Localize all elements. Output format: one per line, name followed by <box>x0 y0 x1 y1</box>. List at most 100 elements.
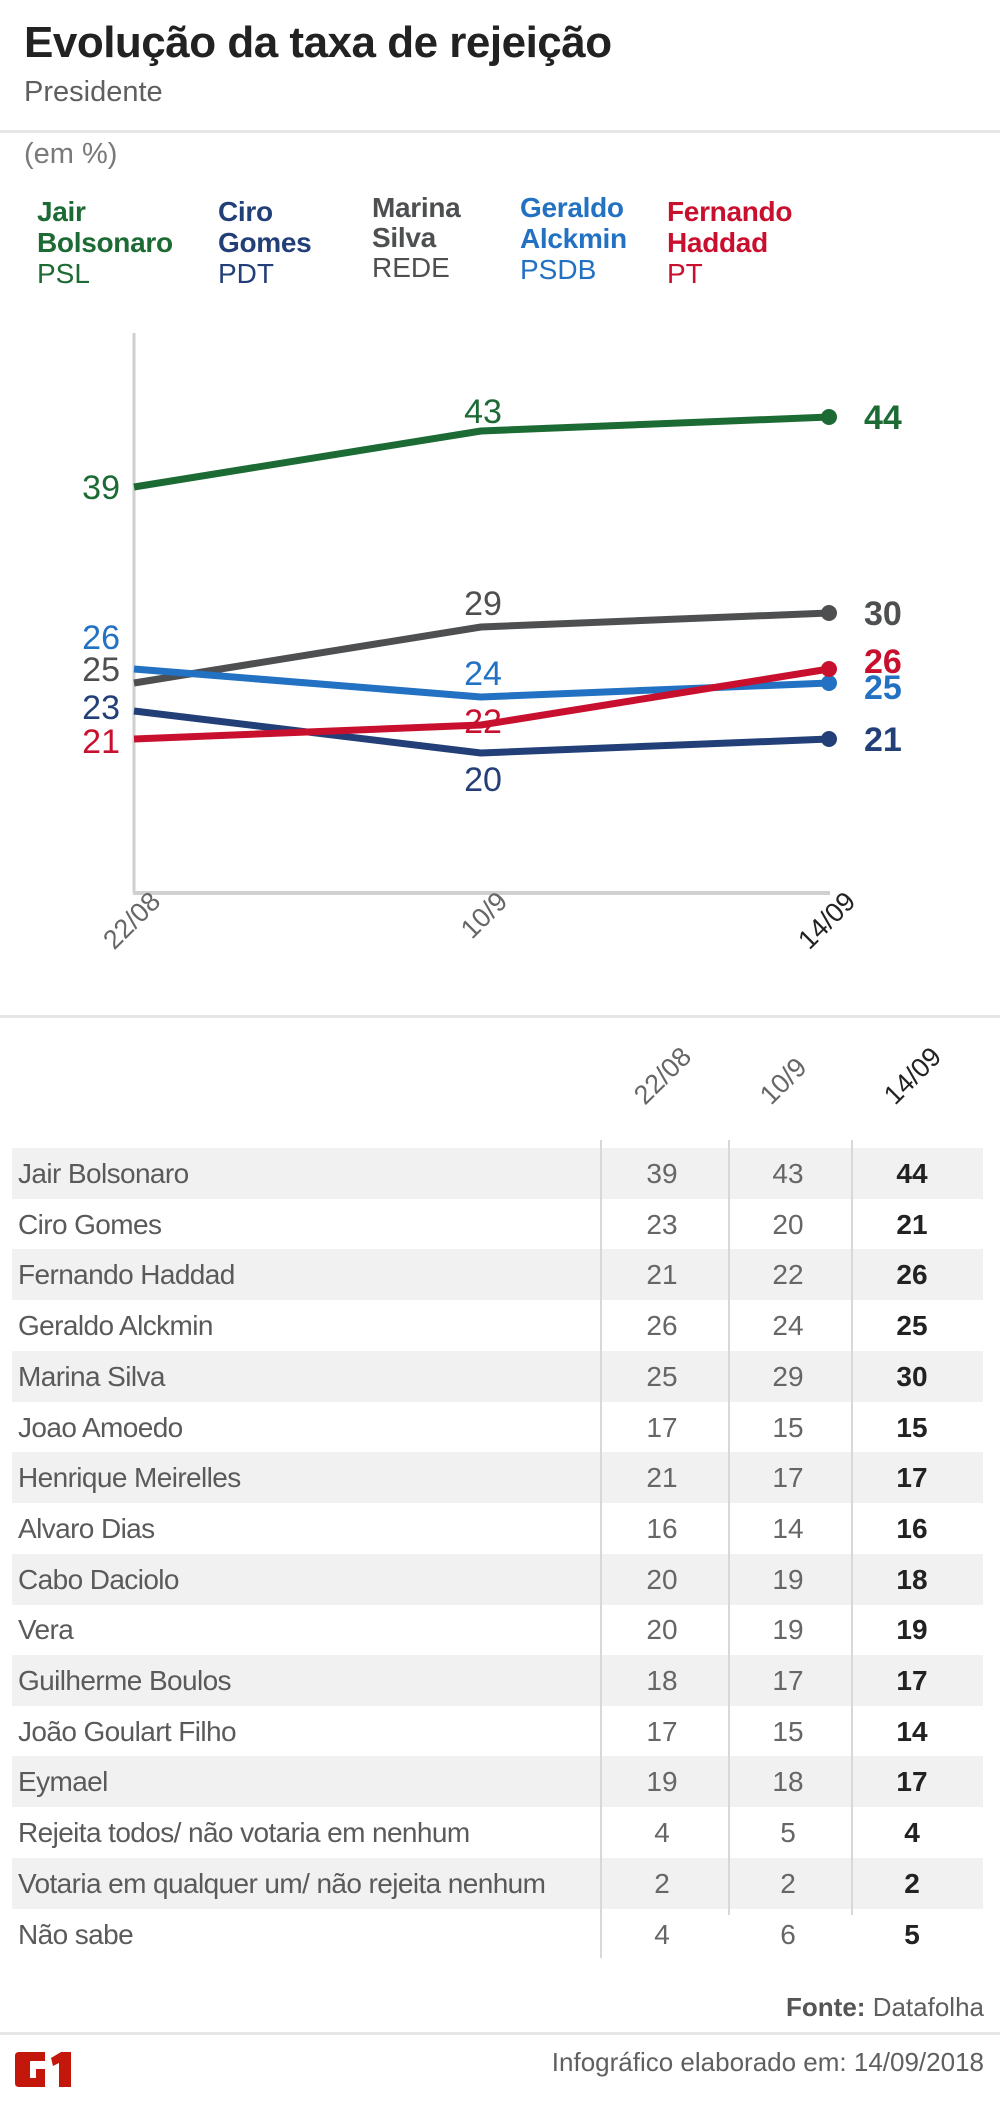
cell-3: 17 <box>896 1766 928 1798</box>
legend-party: PSL <box>37 258 90 289</box>
series-line <box>133 707 830 757</box>
row-label: João Goulart Filho <box>18 1715 237 1747</box>
table-row: Rejeita todos/ não votaria em nenhum 4 5 4 <box>12 1807 983 1858</box>
cell-1: 21 <box>646 1259 678 1291</box>
series-line <box>133 609 830 687</box>
cell-2: 5 <box>780 1817 796 1849</box>
data-label: 23 <box>82 689 120 727</box>
table-row: Não sabe 4 6 5 <box>12 1909 983 1960</box>
data-label: 20 <box>464 761 502 799</box>
row-label: Henrique Meirelles <box>18 1462 241 1494</box>
source-value: Datafolha <box>872 1992 984 2022</box>
x-ticks: 22/08 10/9 14/09 <box>97 886 861 955</box>
data-label: 22 <box>464 703 502 741</box>
table-row: Joao Amoedo 17 15 15 <box>12 1402 983 1453</box>
legend-name-line2: Silva <box>372 222 436 253</box>
row-label: Joao Amoedo <box>18 1411 183 1443</box>
cell-1: 4 <box>654 1918 670 1950</box>
table-row: Cabo Daciolo 20 19 18 <box>12 1553 983 1605</box>
cell-1: 20 <box>646 1563 678 1595</box>
cell-2: 29 <box>772 1360 804 1392</box>
data-label: 26 <box>864 643 902 681</box>
cell-3: 44 <box>896 1158 928 1189</box>
col-header-1: 22/08 <box>628 1041 698 1111</box>
legend-name-line2: Haddad <box>667 227 768 258</box>
footer-divider <box>0 2032 1000 2035</box>
row-label: Fernando Haddad <box>18 1259 235 1291</box>
cell-2: 2 <box>780 1867 796 1899</box>
table-row: Marina Silva 25 29 30 <box>12 1350 983 1402</box>
column-divider <box>600 1140 602 1958</box>
col-header-3: 14/09 <box>878 1041 948 1111</box>
data-label: 30 <box>864 595 902 633</box>
cell-2: 19 <box>772 1614 804 1646</box>
row-label: Jair Bolsonaro <box>18 1158 189 1189</box>
legend-name-line1: Jair <box>37 196 86 227</box>
x-tick-label: 14/09 <box>792 886 861 955</box>
cell-3: 15 <box>896 1411 928 1443</box>
x-tick-label: 22/08 <box>97 886 166 955</box>
cell-2: 15 <box>772 1715 804 1747</box>
section-divider <box>0 1015 1000 1018</box>
cell-3: 4 <box>904 1817 920 1849</box>
cell-2: 14 <box>772 1512 804 1544</box>
cell-1: 25 <box>646 1360 678 1392</box>
cell-3: 30 <box>896 1360 928 1392</box>
page-subtitle: Presidente <box>24 76 163 108</box>
cell-3: 21 <box>896 1208 928 1240</box>
cell-2: 22 <box>772 1259 804 1291</box>
cell-2: 43 <box>772 1158 804 1189</box>
data-label: 43 <box>464 393 502 431</box>
cell-2: 6 <box>780 1918 796 1950</box>
series-end-marker <box>821 731 837 747</box>
cell-3: 16 <box>896 1512 928 1544</box>
legend-name-line1: Ciro <box>218 196 273 227</box>
page-title: Evolução da taxa de rejeição <box>24 18 612 67</box>
series-end-marker <box>821 661 837 677</box>
source-note: Fonte: Datafolha <box>786 1992 984 2023</box>
cell-3: 14 <box>896 1715 928 1747</box>
legend-name-line2: Gomes <box>218 227 312 258</box>
cell-2: 15 <box>772 1411 804 1443</box>
cell-1: 20 <box>646 1614 678 1646</box>
cell-2: 24 <box>772 1310 804 1342</box>
g1-logo <box>15 2052 71 2087</box>
legend-item-haddad: Fernando Haddad PT <box>667 196 792 289</box>
cell-3: 26 <box>896 1259 928 1291</box>
source-label: Fonte: <box>786 1992 866 2022</box>
data-label: 44 <box>864 399 902 437</box>
cell-1: 21 <box>646 1462 678 1494</box>
legend-party: REDE <box>372 252 450 283</box>
row-label: Cabo Daciolo <box>18 1563 180 1595</box>
unit-label: (em %) <box>24 138 118 170</box>
data-label: 25 <box>82 651 120 689</box>
legend-party: PSDB <box>520 254 597 285</box>
cell-1: 4 <box>654 1817 670 1849</box>
cell-1: 2 <box>654 1867 670 1899</box>
row-label: Alvaro Dias <box>18 1512 155 1544</box>
cell-1: 18 <box>646 1665 678 1696</box>
series-end-marker <box>821 605 837 621</box>
cell-1: 17 <box>646 1715 678 1747</box>
row-label: Não sabe <box>18 1918 134 1950</box>
data-label: 26 <box>82 619 120 657</box>
series-end-marker <box>821 409 837 425</box>
cell-3: 5 <box>904 1918 920 1950</box>
legend-item-ciro: Ciro Gomes PDT <box>218 196 312 289</box>
cell-1: 39 <box>646 1158 678 1189</box>
cell-2: 17 <box>772 1462 804 1494</box>
data-label: 21 <box>864 721 902 759</box>
legend-name-line1: Geraldo <box>520 192 624 223</box>
table-row: Fernando Haddad 21 22 26 <box>12 1249 983 1301</box>
row-label: Geraldo Alckmin <box>18 1310 213 1342</box>
table-row: Guilherme Boulos 18 17 17 <box>12 1655 983 1706</box>
cell-1: 23 <box>646 1208 678 1240</box>
legend-name-line2: Bolsonaro <box>37 227 173 258</box>
row-label: Ciro Gomes <box>18 1208 162 1240</box>
cell-1: 19 <box>646 1766 678 1798</box>
table-row: Geraldo Alckmin 26 24 25 <box>12 1300 983 1351</box>
table-row: Jair Bolsonaro 39 43 44 <box>12 1148 983 1199</box>
data-label: 25 <box>864 669 902 707</box>
legend-party: PT <box>667 258 703 289</box>
